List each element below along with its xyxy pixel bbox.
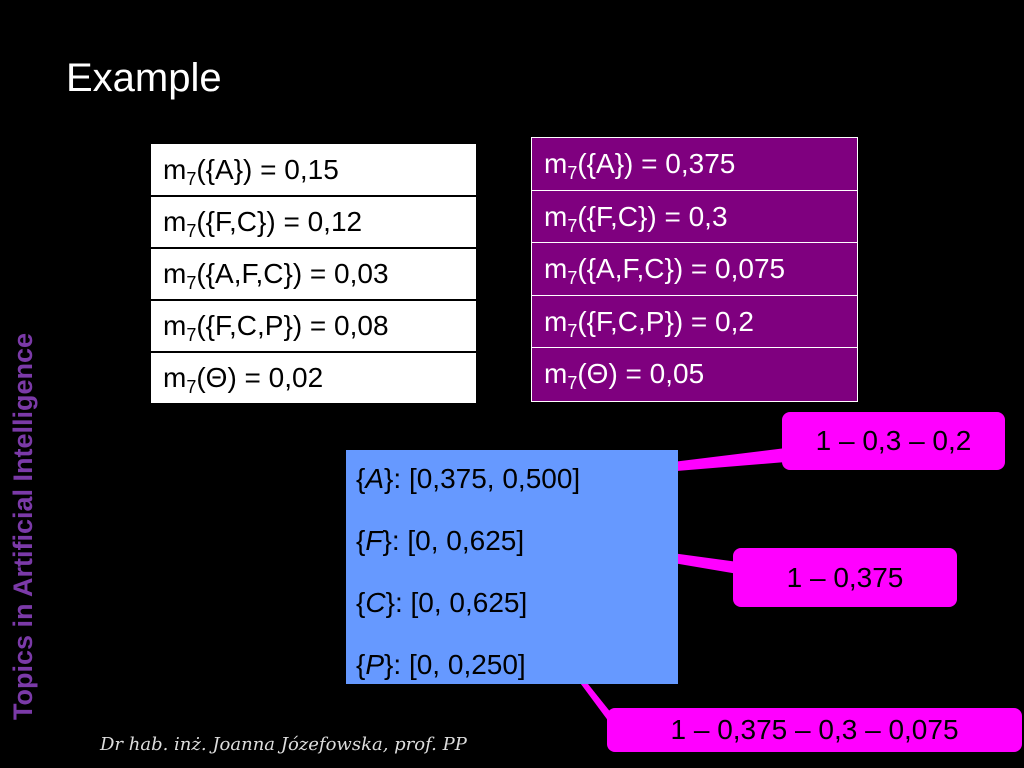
interval-line: {P}: [0, 0,250] bbox=[356, 642, 678, 704]
subscript: 7 bbox=[186, 377, 197, 397]
brace: { bbox=[356, 463, 366, 494]
subscript: 7 bbox=[186, 273, 197, 293]
row-text: ({A}) = 0,15 bbox=[196, 154, 339, 185]
interval-line: {F}: [0, 0,625] bbox=[356, 518, 678, 580]
variable: A bbox=[365, 463, 385, 494]
subscript: 7 bbox=[186, 221, 197, 241]
table-row: m7({F,C}) = 0,12 bbox=[150, 195, 477, 249]
slide-title: Example bbox=[66, 56, 222, 100]
callout: 1 – 0,375 – 0,3 – 0,075 bbox=[607, 708, 1022, 752]
measure-symbol: m bbox=[163, 154, 187, 185]
brace: { bbox=[356, 587, 366, 618]
row-text: ({A,F,C}) = 0,075 bbox=[577, 253, 786, 285]
subscript: 7 bbox=[567, 215, 578, 236]
measure-symbol: m bbox=[544, 305, 568, 337]
callout: 1 – 0,375 bbox=[733, 548, 957, 607]
interval-text: }: [0, 0,625] bbox=[385, 587, 528, 618]
footer: Dr hab. inż. Joanna Józefowska, prof. PP bbox=[100, 734, 467, 755]
measure-symbol: m bbox=[163, 310, 187, 341]
measure-symbol: m bbox=[163, 206, 187, 237]
subscript: 7 bbox=[186, 325, 197, 345]
measure-symbol: m bbox=[544, 148, 568, 179]
table-row: m7(Θ) = 0,02 bbox=[150, 351, 477, 405]
variable: F bbox=[365, 525, 383, 556]
interval-text: }: [0,375, 0,500] bbox=[384, 463, 581, 494]
interval-text: }: [0, 0,625] bbox=[382, 525, 525, 556]
row-text: ({A,F,C}) = 0,03 bbox=[196, 258, 389, 289]
brace: { bbox=[356, 649, 366, 680]
table-row: m7({A,F,C}) = 0,03 bbox=[150, 247, 477, 301]
subscript: 7 bbox=[567, 268, 578, 289]
row-text: ({A}) = 0,375 bbox=[577, 148, 736, 179]
row-text: ({F,C,P}) = 0,08 bbox=[196, 310, 389, 341]
brace: { bbox=[356, 525, 366, 556]
measure-symbol: m bbox=[163, 258, 187, 289]
right-table: m7({A}) = 0,375 m7({F,C}) = 0,3 m7({A,F,C}… bbox=[531, 137, 858, 402]
table-row: m7({A,F,C}) = 0,075 bbox=[532, 243, 857, 296]
callout: 1 – 0,3 – 0,2 bbox=[782, 412, 1005, 470]
interval-box: {A}: [0,375, 0,500] {F}: [0, 0,625] {C}: [… bbox=[346, 450, 678, 684]
interval-line: {A}: [0,375, 0,500] bbox=[356, 456, 678, 518]
subscript: 7 bbox=[567, 320, 578, 341]
table-row: m7({F,C}) = 0,3 bbox=[532, 191, 857, 244]
variable: P bbox=[365, 649, 385, 680]
subscript: 7 bbox=[567, 373, 578, 394]
measure-symbol: m bbox=[163, 362, 187, 393]
table-row: m7(Θ) = 0,05 bbox=[532, 348, 857, 401]
measure-symbol: m bbox=[544, 253, 568, 285]
row-text: (Θ) = 0,02 bbox=[196, 362, 324, 393]
table-row: m7({F,C,P}) = 0,2 bbox=[532, 296, 857, 349]
measure-symbol: m bbox=[544, 358, 568, 390]
row-text: ({F,C}) = 0,3 bbox=[577, 200, 728, 232]
row-text: ({F,C,P}) = 0,2 bbox=[577, 305, 754, 337]
interval-line: {C}: [0, 0,625] bbox=[356, 580, 678, 642]
table-row: m7({A}) = 0,375 bbox=[532, 138, 857, 191]
variable: C bbox=[365, 587, 386, 618]
row-text: ({F,C}) = 0,12 bbox=[196, 206, 363, 237]
subscript: 7 bbox=[186, 169, 197, 189]
subscript: 7 bbox=[567, 163, 578, 183]
row-text: (Θ) = 0,05 bbox=[577, 358, 705, 390]
table-row: m7({F,C,P}) = 0,08 bbox=[150, 299, 477, 353]
left-table: m7({A}) = 0,15 m7({F,C}) = 0,12 m7({A,F,C}… bbox=[150, 143, 477, 405]
measure-symbol: m bbox=[544, 200, 568, 232]
table-row: m7({A}) = 0,15 bbox=[150, 143, 477, 197]
interval-text: }: [0, 0,250] bbox=[384, 649, 526, 680]
